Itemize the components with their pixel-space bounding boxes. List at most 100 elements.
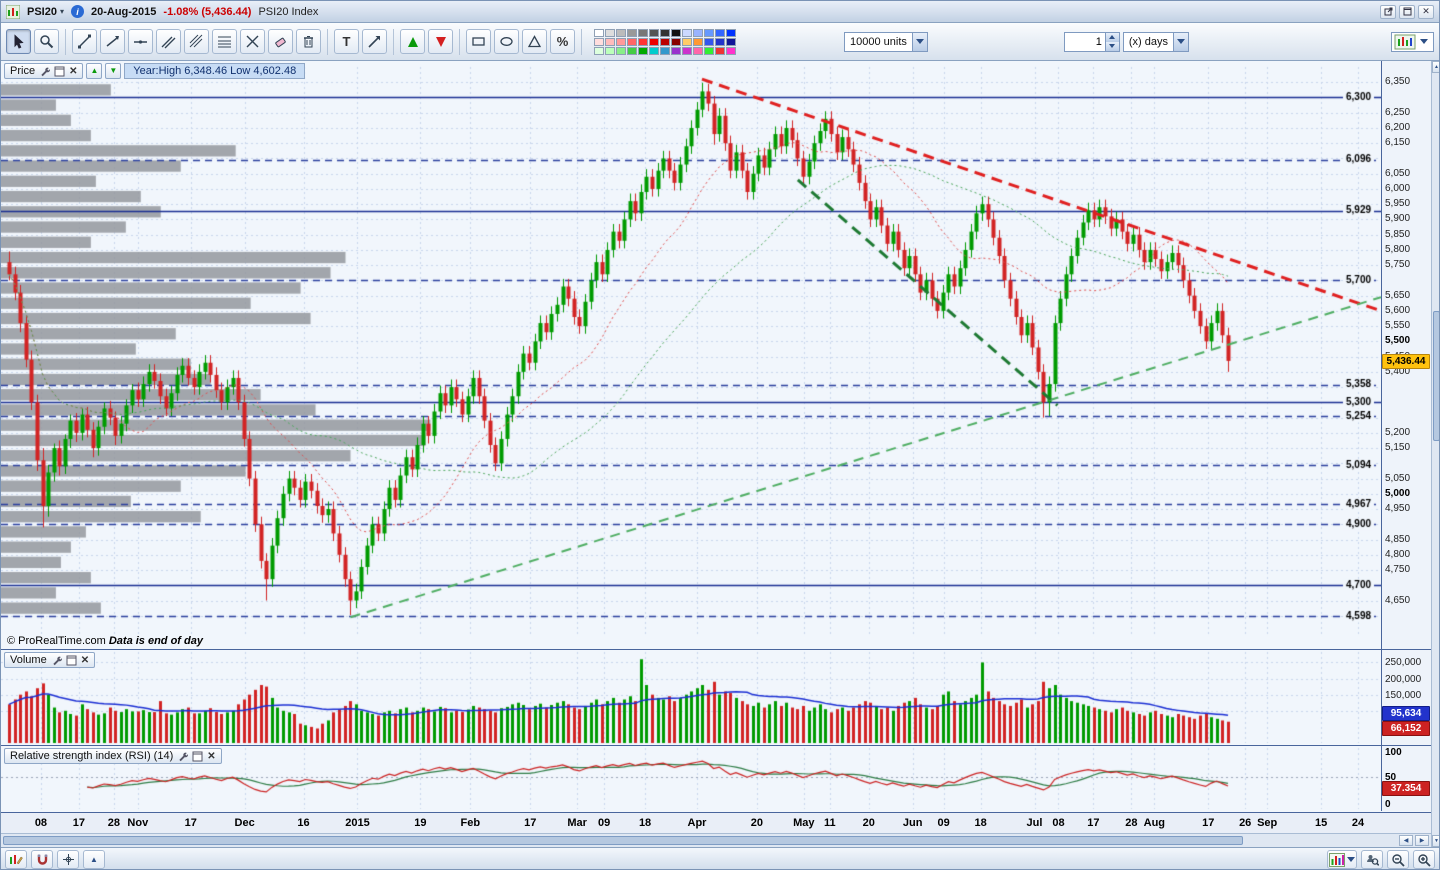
palette-swatch[interactable] (682, 28, 692, 37)
price-chart-canvas[interactable] (1, 61, 1381, 649)
pitchfork-tool-button[interactable] (184, 29, 209, 54)
palette-swatch[interactable] (638, 28, 648, 37)
palette-swatch[interactable] (594, 28, 604, 37)
palette-swatch[interactable] (715, 37, 725, 46)
palette-swatch[interactable] (682, 37, 692, 46)
rsi-axis[interactable]: 37.354 100 50 0 (1381, 746, 1431, 811)
text-tool-button[interactable]: T (334, 29, 359, 54)
chart-style-button[interactable] (1391, 31, 1434, 52)
close-icon[interactable]: ✕ (69, 65, 78, 77)
sell-arrow-tool-button[interactable] (428, 29, 453, 54)
palette-swatch[interactable] (616, 28, 626, 37)
price-axis[interactable]: 5,436.44 6,350 6,250 6,200 6,150 6,050 6,000 5… (1381, 61, 1431, 649)
period-stepper[interactable] (1063, 31, 1120, 52)
eraser-tool-button[interactable] (268, 29, 293, 54)
palette-swatch[interactable] (649, 46, 659, 55)
fibonacci-tool-button[interactable] (212, 29, 237, 54)
expand-panel-button[interactable]: ▲ (83, 850, 105, 869)
channel-tool-button[interactable] (156, 29, 181, 54)
period-input[interactable] (1064, 32, 1105, 51)
panel-window-icon[interactable] (54, 66, 65, 77)
symbol-search-icon[interactable] (1361, 850, 1383, 869)
panel-move-down-button[interactable]: ▼ (105, 63, 122, 79)
delete-all-tool-button[interactable] (296, 29, 321, 54)
window-popout-button[interactable] (1380, 4, 1396, 19)
panel-move-up-button[interactable]: ▲ (86, 63, 103, 79)
palette-swatch[interactable] (627, 37, 637, 46)
palette-swatch[interactable] (627, 46, 637, 55)
time-axis[interactable]: 08 17 28 Nov 17 Dec 16 2015 19 Feb 17 Mar 09 18 Apr 20 M… (1, 812, 1431, 833)
palette-swatch[interactable] (660, 28, 670, 37)
horizontal-scrollbar-thumb[interactable] (3, 836, 1243, 845)
palette-swatch[interactable] (704, 37, 714, 46)
close-icon[interactable]: ✕ (80, 654, 90, 666)
palette-swatch[interactable] (671, 46, 681, 55)
palette-swatch[interactable] (616, 46, 626, 55)
new-chart-button[interactable] (1327, 850, 1357, 869)
window-close-button[interactable]: ✕ (1418, 4, 1434, 19)
settings-wrench-icon[interactable] (177, 751, 189, 762)
buy-arrow-tool-button[interactable] (400, 29, 425, 54)
crosshair-icon[interactable] (57, 850, 79, 869)
zoom-in-button[interactable] (1413, 850, 1435, 869)
settings-wrench-icon[interactable] (51, 655, 62, 666)
scroll-down-button[interactable]: ▼ (1432, 835, 1439, 847)
scroll-left-button[interactable]: ◀ (1399, 835, 1413, 846)
palette-swatch[interactable] (704, 46, 714, 55)
chart-draw-mode-button[interactable] (5, 850, 27, 869)
rsi-chart-canvas[interactable] (1, 746, 1381, 811)
palette-swatch[interactable] (616, 37, 626, 46)
palette-swatch[interactable] (638, 46, 648, 55)
rectangle-tool-button[interactable] (466, 29, 491, 54)
units-select[interactable]: 10000 units (844, 31, 928, 52)
palette-swatch[interactable] (660, 46, 670, 55)
palette-swatch[interactable] (594, 46, 604, 55)
magnet-icon[interactable] (31, 850, 53, 869)
palette-swatch[interactable] (726, 46, 736, 55)
vertical-scrollbar[interactable]: ▲ ▼ (1431, 61, 1439, 847)
decrement-button[interactable] (1105, 41, 1119, 51)
palette-swatch[interactable] (649, 37, 659, 46)
palette-swatch[interactable] (693, 46, 703, 55)
ray-line-tool-button[interactable] (100, 29, 125, 54)
window-maximize-button[interactable] (1399, 4, 1415, 19)
vertical-scrollbar-thumb[interactable] (1433, 311, 1439, 441)
palette-swatch[interactable] (671, 28, 681, 37)
palette-swatch[interactable] (638, 37, 648, 46)
palette-swatch[interactable] (715, 46, 725, 55)
palette-swatch[interactable] (715, 28, 725, 37)
scroll-right-button[interactable]: ▶ (1415, 835, 1429, 846)
panel-window-icon[interactable] (66, 655, 77, 666)
symbol-selector[interactable]: PSI20 ▾ (27, 6, 64, 18)
volume-axis[interactable]: 95,634 66,152 250,000200,000150,000100,0… (1381, 650, 1431, 745)
palette-swatch[interactable] (682, 46, 692, 55)
palette-swatch[interactable] (605, 46, 615, 55)
ellipse-tool-button[interactable] (494, 29, 519, 54)
percent-tool-button[interactable]: % (550, 29, 575, 54)
scroll-up-button[interactable]: ▲ (1432, 61, 1439, 73)
trendline-tool-button[interactable] (72, 29, 97, 54)
horizontal-line-tool-button[interactable] (128, 29, 153, 54)
palette-swatch[interactable] (726, 37, 736, 46)
info-icon[interactable]: i (70, 5, 84, 18)
palette-swatch[interactable] (726, 28, 736, 37)
period-unit-select[interactable]: (x) days (1122, 31, 1190, 52)
palette-swatch[interactable] (605, 37, 615, 46)
palette-swatch[interactable] (671, 37, 681, 46)
palette-swatch[interactable] (649, 28, 659, 37)
palette-swatch[interactable] (605, 28, 615, 37)
settings-wrench-icon[interactable] (39, 66, 51, 77)
palette-swatch[interactable] (594, 37, 604, 46)
horizontal-scrollbar[interactable]: ◀ ▶ (1, 833, 1431, 847)
palette-swatch[interactable] (693, 37, 703, 46)
panel-window-icon[interactable] (192, 751, 203, 762)
panel-divider[interactable] (1, 745, 1431, 746)
arrow-annotation-tool-button[interactable] (362, 29, 387, 54)
close-icon[interactable]: ✕ (207, 750, 216, 762)
palette-swatch[interactable] (693, 28, 703, 37)
zoom-out-button[interactable] (1387, 850, 1409, 869)
increment-button[interactable] (1105, 32, 1119, 42)
palette-swatch[interactable] (704, 28, 714, 37)
palette-swatch[interactable] (660, 37, 670, 46)
volume-chart-canvas[interactable] (1, 650, 1381, 745)
